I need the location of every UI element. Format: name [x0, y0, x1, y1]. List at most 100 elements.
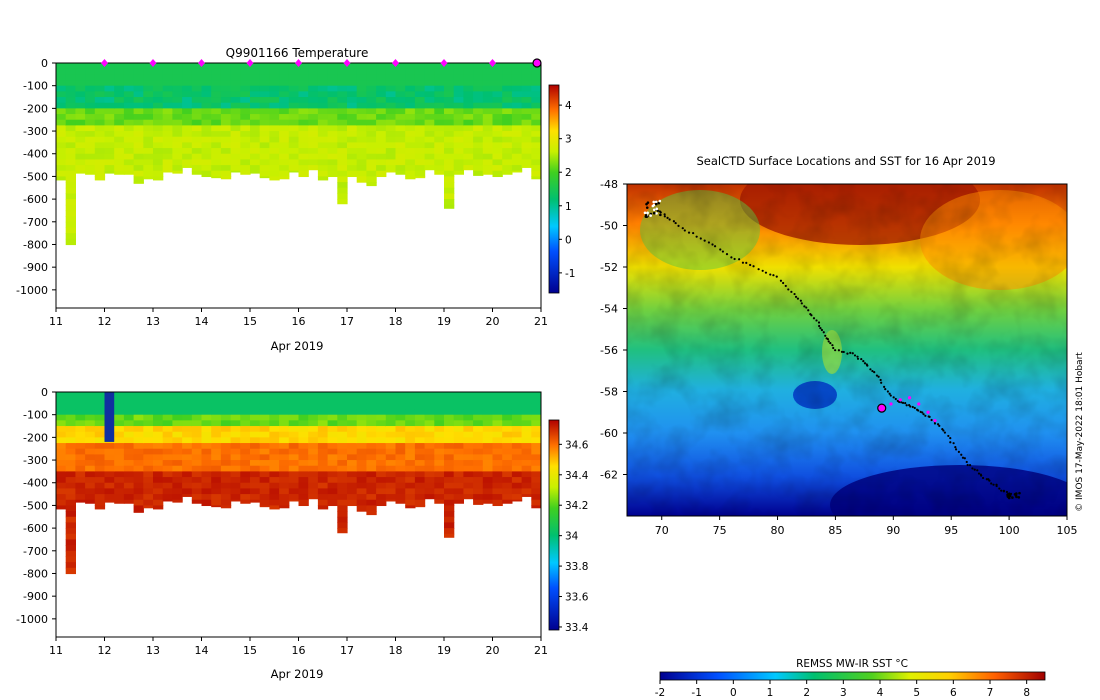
- salinity-cell: [240, 414, 251, 421]
- salinity-cell: [308, 443, 319, 450]
- temperature-cell: [366, 176, 377, 183]
- temperature-cell: [453, 68, 464, 75]
- salinity-cell: [123, 471, 135, 478]
- temperature-cell: [211, 153, 222, 161]
- recent-track-point: [898, 398, 902, 402]
- temperature-cell: [65, 142, 76, 149]
- salinity-cell: [463, 482, 474, 490]
- temperature-cell: [143, 148, 154, 155]
- track-point: [707, 241, 711, 244]
- temperature-cell: [56, 165, 67, 172]
- temperature-cell: [133, 74, 144, 81]
- temperature-cell: [85, 159, 96, 166]
- temperature-cell: [347, 148, 358, 155]
- temperature-cell: [385, 170, 397, 173]
- temperature-cell: [473, 165, 484, 172]
- temperature-cell: [259, 63, 270, 70]
- temperature-cell: [191, 91, 203, 98]
- temperature-cell: [85, 97, 96, 104]
- salinity-cell: [434, 392, 445, 399]
- temperature-cell: [269, 119, 280, 126]
- salinity-cell: [395, 420, 406, 427]
- track-point: [827, 340, 830, 343]
- salinity-cell: [366, 505, 377, 512]
- salinity-cell: [75, 409, 86, 416]
- salinity-cell: [405, 426, 416, 433]
- temperature-cell: [376, 63, 387, 70]
- track-point: [947, 434, 950, 438]
- temperature-cell: [114, 80, 125, 87]
- temperature-cell: [201, 131, 212, 138]
- temperature-cell: [104, 63, 115, 70]
- temperature-cell: [240, 85, 251, 92]
- salinity-cell: [65, 431, 76, 438]
- salinity-cell: [317, 443, 329, 450]
- salinity-cell: [288, 392, 300, 399]
- salinity-cell: [453, 488, 464, 495]
- salinity-cell: [317, 448, 329, 455]
- temperature-cell: [308, 125, 319, 132]
- temperature-cell: [473, 153, 484, 161]
- salinity-cell: [279, 437, 290, 444]
- salinity-cell: [405, 460, 416, 467]
- temperature-cell: [123, 170, 135, 175]
- track-point: [699, 237, 702, 240]
- salinity-cell: [337, 505, 348, 512]
- temperature-cell: [104, 108, 115, 115]
- temperature-cell: [502, 102, 513, 109]
- temperature-cell: [463, 97, 474, 104]
- temperature-cell: [521, 108, 532, 115]
- temperature-cell: [531, 85, 541, 92]
- salinity-cell: [259, 505, 270, 508]
- salinity-cell: [414, 499, 426, 507]
- temperature-cell: [395, 85, 406, 92]
- temperature-cell: [482, 68, 494, 75]
- temperature-cell: [337, 91, 348, 98]
- temperature-cell: [473, 80, 484, 87]
- temperature-cell: [366, 159, 377, 166]
- salinity-cell: [94, 414, 106, 421]
- temperature-cell: [191, 74, 203, 81]
- temperature-cell: [269, 108, 280, 115]
- temperature-cell: [424, 153, 435, 161]
- temperature-cell: [521, 136, 532, 143]
- map-y-ticks: -48-50-52-54-56-58-60-62: [600, 178, 627, 482]
- temperature-cell: [172, 97, 183, 104]
- salinity-cell: [288, 465, 300, 472]
- salinity-cell: [337, 409, 348, 416]
- salinity-cell: [162, 392, 173, 399]
- temperature-cell: [182, 68, 193, 75]
- salinity-cell: [279, 477, 290, 484]
- salinity-cell: [385, 437, 397, 444]
- temperature-cell: [366, 114, 377, 121]
- map-x-tick-label: 100: [999, 524, 1020, 537]
- salinity-cell: [56, 426, 67, 433]
- track-start-cluster-point: [654, 200, 658, 204]
- temperature-cell: [453, 85, 464, 92]
- temperature-cell: [133, 102, 144, 109]
- salinity-cell: [531, 409, 541, 416]
- salinity-cell: [65, 482, 76, 490]
- temperature-cell: [153, 63, 164, 70]
- salinity-cell: [356, 471, 367, 478]
- salinity-cell: [414, 431, 426, 438]
- salinity-cell: [75, 420, 86, 427]
- track-point: [681, 227, 684, 230]
- salinity-cell: [143, 448, 154, 455]
- track-point: [1002, 489, 1005, 492]
- temperature-heatmap: [56, 63, 541, 246]
- salinity-cell: [288, 397, 300, 404]
- salinity-x-tick-label: 15: [243, 644, 257, 657]
- salinity-cell: [308, 477, 319, 484]
- temperature-cell: [201, 114, 212, 121]
- salinity-cell: [114, 414, 125, 421]
- salinity-cell: [123, 397, 135, 404]
- salinity-cell: [317, 494, 329, 501]
- salinity-cell: [434, 477, 445, 484]
- temperature-cell: [482, 153, 494, 161]
- temperature-cell: [240, 153, 251, 161]
- temperature-cell: [337, 80, 348, 87]
- temperature-cell: [250, 136, 261, 143]
- temperature-cell: [347, 74, 358, 81]
- salinity-cell: [240, 460, 251, 467]
